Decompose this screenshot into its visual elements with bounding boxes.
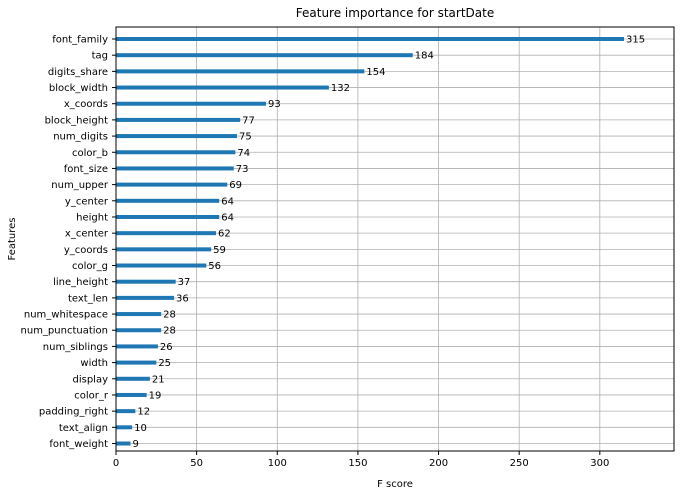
bar [116,101,266,106]
bar [116,263,207,268]
bar [116,198,220,203]
bar [116,392,147,397]
y-tick-label: height [76,212,108,223]
data-label: 64 [221,212,234,223]
data-label: 62 [218,229,231,240]
y-tick-label: num_punctuation [21,326,108,337]
data-label: 74 [237,148,250,159]
data-label: 59 [213,245,226,256]
y-tick-label: y_coords [64,245,108,256]
data-label: 56 [208,261,221,272]
data-label: 315 [626,35,645,46]
bar [116,312,162,317]
x-tick-label: 100 [268,458,287,469]
y-tick-label: y_center [65,196,109,207]
bar [116,69,365,74]
y-tick-label: padding_right [39,407,108,418]
bar [116,425,133,430]
y-tick-label: num_digits [53,132,108,143]
bar [116,231,216,236]
y-tick-label: digits_share [48,67,108,78]
y-tick-label: font_weight [49,439,108,450]
data-label: 93 [268,99,281,110]
x-tick-label: 0 [113,458,119,469]
bar [116,344,158,349]
x-axis-title: F score [377,479,413,490]
bar [116,247,212,252]
y-tick-label: tag [92,51,108,62]
y-tick-label: text_len [68,293,108,304]
data-label: 28 [163,310,176,321]
bar [116,360,157,365]
data-label: 73 [236,164,249,175]
y-tick-label: color_g [72,261,108,272]
data-label: 21 [152,374,165,385]
bar [116,134,237,139]
x-tick-label: 200 [429,458,448,469]
y-tick-label: num_upper [51,180,109,191]
bar [116,214,220,219]
y-tick-label: color_r [74,390,109,401]
y-tick-label: text_align [59,423,108,434]
bar [116,53,413,58]
y-tick-label: x_coords [64,99,108,110]
data-label: 69 [229,180,242,191]
y-tick-label: x_center [65,229,109,240]
bar [116,37,625,41]
y-tick-label: num_siblings [43,342,108,353]
data-label: 154 [366,67,385,78]
data-label: 75 [239,132,252,143]
data-label: 10 [134,423,147,434]
bar [116,166,234,171]
y-tick-label: display [72,374,108,385]
data-label: 28 [163,326,176,337]
bar [116,409,136,414]
data-label: 184 [415,51,434,62]
data-label: 26 [160,342,173,353]
x-tick-label: 250 [510,458,529,469]
bar [116,279,176,284]
y-tick-label: width [80,358,108,369]
data-label: 132 [331,83,350,94]
y-axis-title: Features [7,218,18,261]
y-tick-label: font_size [64,164,108,175]
data-label: 9 [133,439,139,450]
data-label: 25 [158,358,171,369]
x-tick-label: 300 [590,458,609,469]
x-tick-label: 150 [348,458,367,469]
y-tick-label: block_width [49,83,108,94]
data-label: 77 [242,115,255,126]
y-tick-label: block_height [45,115,108,126]
bars: 3151841541329377757473696464625956373628… [116,35,645,450]
plot-frame [115,26,675,452]
y-tick-label: line_height [53,277,108,288]
data-label: 19 [149,390,162,401]
bar [116,182,228,187]
bar [116,85,329,90]
bar [116,117,241,122]
bar [116,328,162,333]
data-label: 37 [178,277,191,288]
y-tick-label: color_b [72,148,108,159]
y-tick-label: num_whitespace [24,310,108,321]
data-label: 36 [176,293,189,304]
y-tick-label: font_family [52,35,108,46]
chart-title: Feature importance for startDate [296,6,494,20]
bar [116,441,131,446]
x-tick-label: 50 [190,458,203,469]
data-label: 64 [221,196,234,207]
bar [116,295,175,300]
data-label: 12 [137,407,150,418]
grid [115,27,674,451]
bar [116,376,150,381]
bar [116,150,236,155]
